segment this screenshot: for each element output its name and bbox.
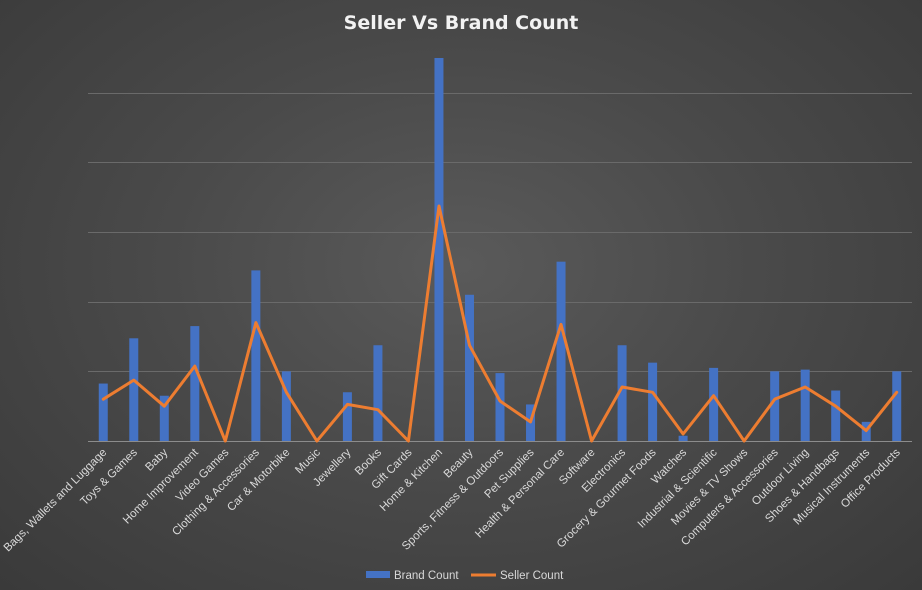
brand-count-bar [892,371,902,441]
brand-count-bar [770,371,780,441]
brand-count-bar [129,338,139,441]
brand-count-bar [434,58,444,441]
legend: Brand Count Seller Count [366,570,564,582]
brand-count-bar [342,392,352,441]
brand-count-bar [251,270,261,441]
x-tick-label: Baby [143,446,170,473]
legend-label-brand-count: Brand Count [394,570,459,582]
brand-count-bar [373,345,383,441]
brand-count-bar [556,261,566,441]
brand-count-bar [159,395,169,441]
brand-count-bar [800,369,810,441]
seller-count-line-path [101,204,899,443]
brand-count-bar [831,390,841,441]
x-tick-label: Video Games [174,446,232,504]
brand-count-bar [709,367,719,441]
chart-title: Seller Vs Brand Count [344,12,579,34]
brand-count-bar [98,383,108,441]
seller-count-line [101,204,899,443]
brand-count-bars [98,58,902,441]
legend-swatch-brand-count [366,571,390,578]
legend-label-seller-count: Seller Count [500,570,564,582]
brand-count-bar [281,371,291,441]
brand-count-bar [464,294,474,441]
brand-count-bar [678,435,688,441]
x-tick-label: Toys & Games [79,446,141,508]
brand-count-bar [648,362,658,441]
brand-count-bar [617,345,627,441]
brand-count-bar [190,326,200,441]
brand-count-bar [495,373,505,441]
